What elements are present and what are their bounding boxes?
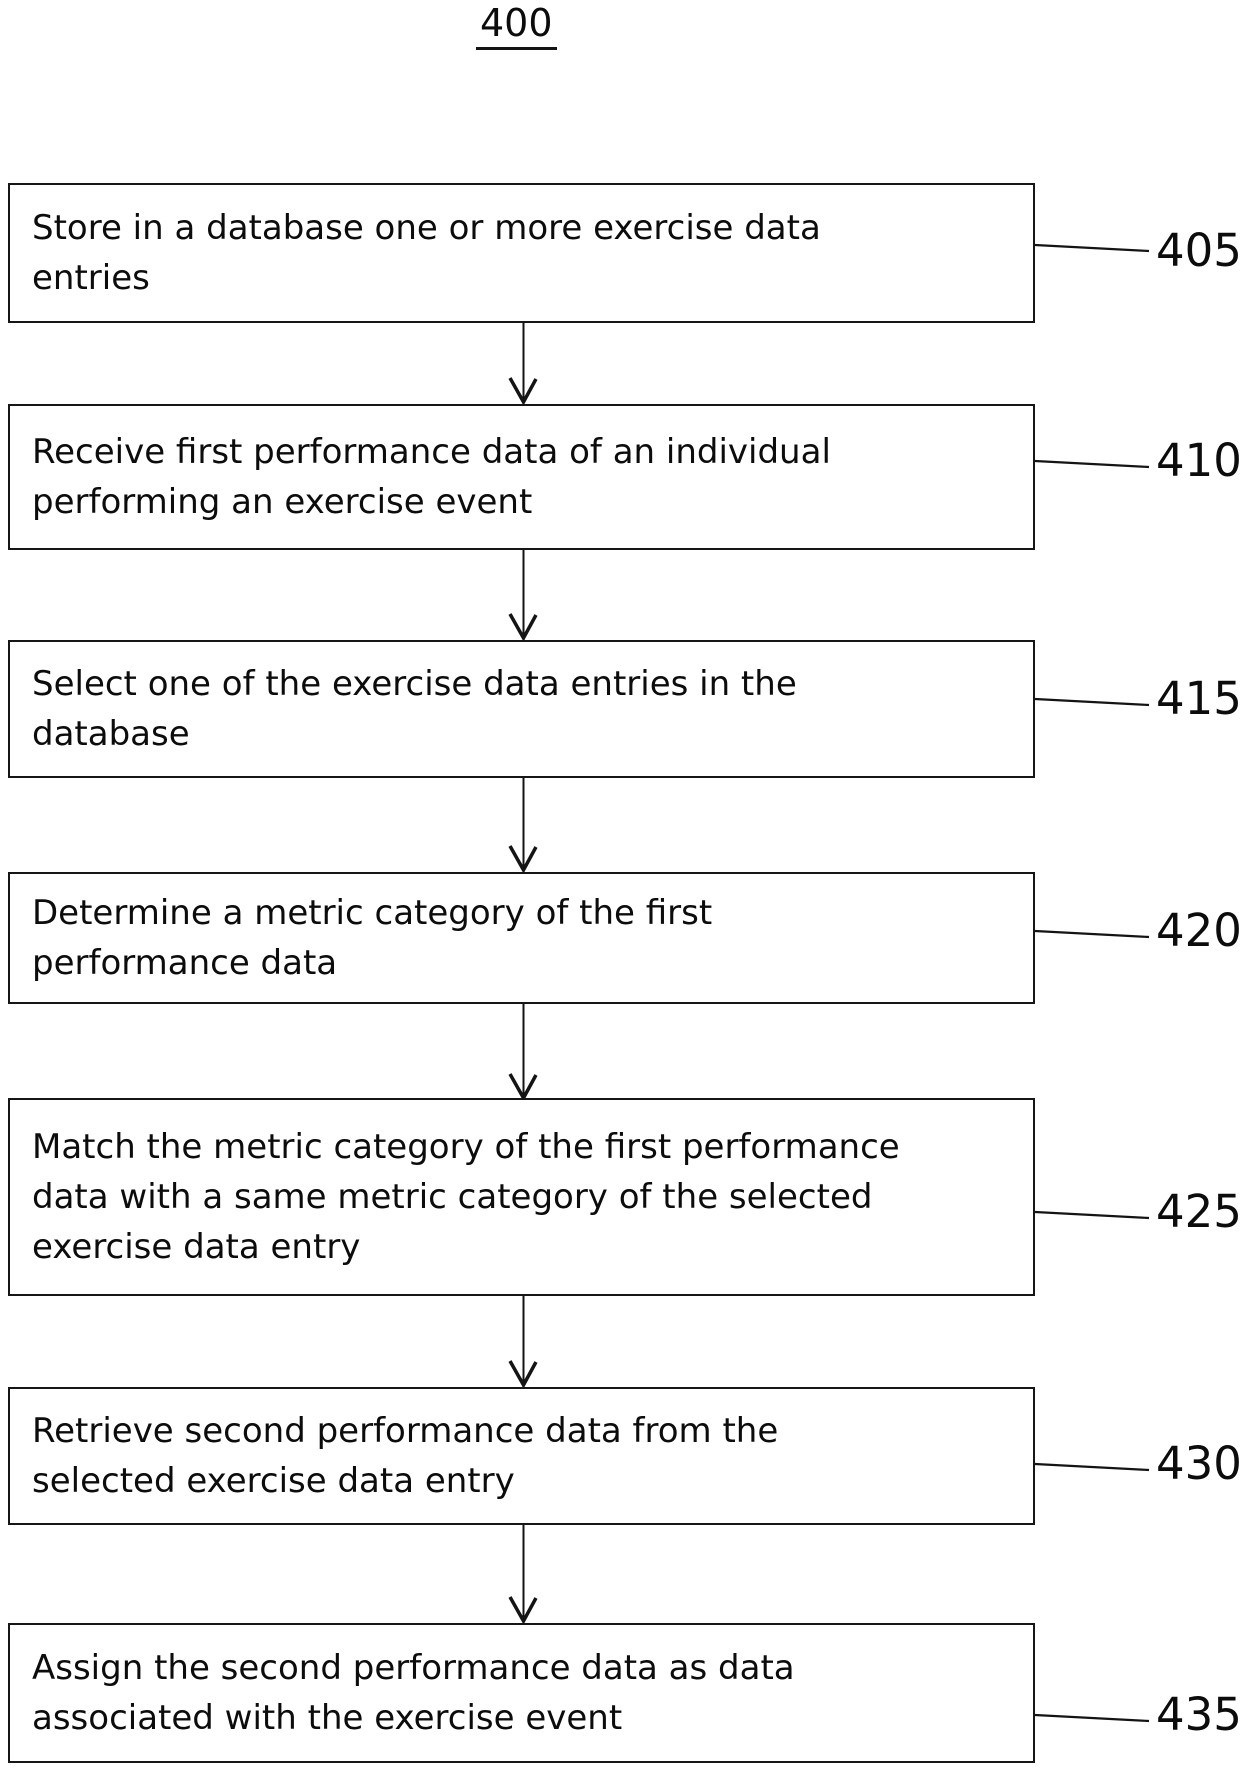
down-arrow-icon [508,1525,538,1623]
flow-step-420: Determine a metric category of the first… [8,872,1035,1004]
ref-number-430: 430 [1156,1437,1240,1490]
ref-leader-line [1035,929,1150,939]
flow-step-435: Assign the second performance data as da… [8,1623,1035,1763]
ref-number-410: 410 [1156,434,1240,487]
flow-step-425: Match the metric category of the first p… [8,1098,1035,1296]
ref-number-405: 405 [1156,224,1240,277]
ref-number-420: 420 [1156,904,1240,957]
flow-step-435-label: Assign the second performance data as da… [32,1648,795,1738]
flow-step-410-label: Receive first performance data of an ind… [32,432,831,522]
flow-step-415-label: Select one of the exercise data entries … [32,664,797,754]
flow-step-430: Retrieve second performance data from th… [8,1387,1035,1525]
down-arrow-icon [508,778,538,872]
ref-leader-line [1035,1713,1150,1723]
flow-step-405-label: Store in a database one or more exercise… [32,208,821,298]
ref-number-435: 435 [1156,1688,1240,1741]
flow-step-405: Store in a database one or more exercise… [8,183,1035,323]
down-arrow-icon [508,550,538,640]
ref-leader-line [1035,1210,1150,1220]
flow-step-420-label: Determine a metric category of the first… [32,893,713,983]
ref-leader-line [1035,1462,1150,1472]
figure-number: 400 [476,2,557,50]
ref-number-425: 425 [1156,1185,1240,1238]
ref-leader-line [1035,459,1150,469]
flow-step-425-label: Match the metric category of the first p… [32,1127,900,1267]
flow-step-415: Select one of the exercise data entries … [8,640,1035,778]
flow-step-430-label: Retrieve second performance data from th… [32,1411,779,1501]
down-arrow-icon [508,1004,538,1100]
ref-number-415: 415 [1156,672,1240,725]
down-arrow-icon [508,323,538,404]
ref-leader-line [1035,697,1150,707]
down-arrow-icon [508,1296,538,1387]
flow-step-410: Receive first performance data of an ind… [8,404,1035,550]
ref-leader-line [1035,243,1150,253]
